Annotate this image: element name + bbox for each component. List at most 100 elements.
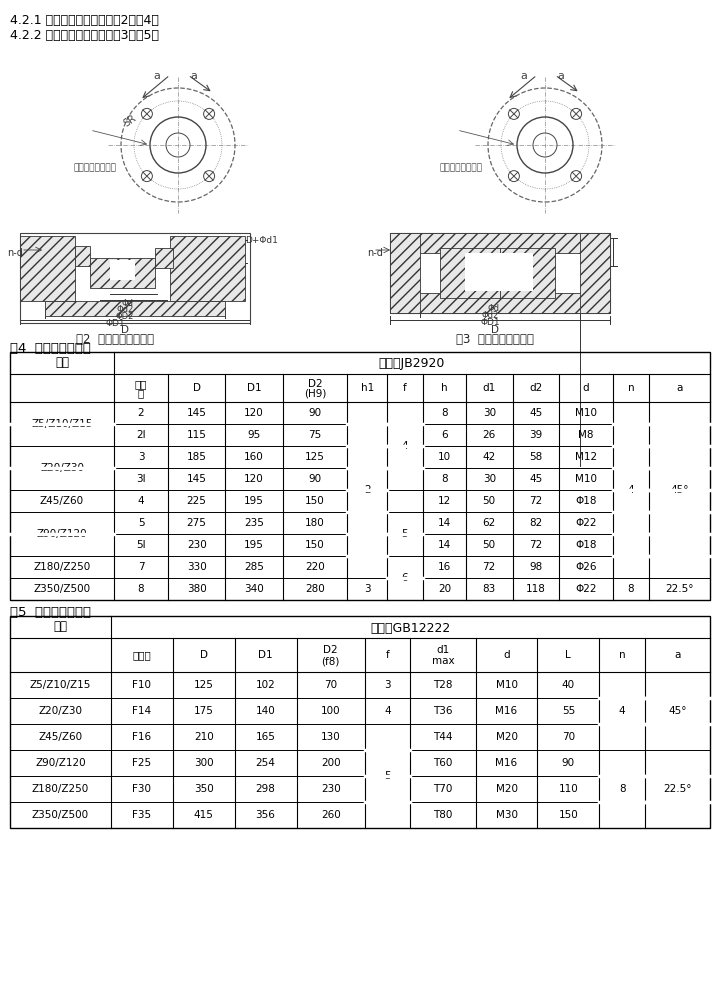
Text: F25: F25	[132, 758, 151, 768]
Text: 与阀杆轴心线平行: 与阀杆轴心线平行	[440, 163, 483, 172]
Text: 160: 160	[244, 452, 264, 462]
Text: 356: 356	[256, 810, 276, 820]
Bar	[470, 258, 528, 286]
Text: M10: M10	[575, 408, 597, 418]
Text: T60: T60	[433, 758, 453, 768]
Circle shape	[508, 109, 519, 120]
Text: d: d	[583, 383, 590, 393]
Text: M10: M10	[575, 474, 597, 484]
Text: 120: 120	[244, 408, 264, 418]
Text: 8: 8	[618, 784, 626, 794]
Bar	[500, 248, 555, 298]
Text: 2: 2	[364, 485, 371, 495]
Text: 275: 275	[186, 518, 207, 528]
Bar	[390, 233, 610, 253]
Bar	[20, 236, 75, 301]
Text: 型号: 型号	[53, 620, 68, 634]
Circle shape	[141, 171, 153, 182]
Text: 7: 7	[138, 562, 144, 572]
Text: 350: 350	[194, 784, 214, 794]
Text: 30: 30	[482, 408, 496, 418]
Text: a: a	[557, 71, 564, 81]
Bar	[170, 236, 245, 301]
Text: 8: 8	[441, 474, 448, 484]
Text: ΦD2: ΦD2	[116, 312, 134, 321]
Text: 推力型GB12222: 推力型GB12222	[370, 621, 451, 635]
Text: ΦD1: ΦD1	[480, 318, 500, 327]
Text: 225: 225	[186, 496, 207, 506]
Text: 95: 95	[248, 430, 261, 440]
Text: 45°: 45°	[668, 706, 687, 716]
Text: Z45/Z60: Z45/Z60	[38, 732, 83, 742]
Text: M12: M12	[575, 452, 597, 462]
Text: D: D	[121, 325, 129, 335]
Text: 235: 235	[244, 518, 264, 528]
Circle shape	[571, 171, 582, 182]
Text: D: D	[491, 325, 499, 335]
Text: 5I: 5I	[136, 540, 146, 550]
Text: 法兰号: 法兰号	[132, 650, 151, 660]
Text: f: f	[403, 383, 407, 393]
Text: 型号: 型号	[55, 356, 69, 370]
Text: 180: 180	[305, 518, 325, 528]
Text: T70: T70	[433, 784, 453, 794]
Text: 280: 280	[305, 584, 325, 594]
Text: d1: d1	[436, 645, 450, 655]
Text: 150: 150	[559, 810, 578, 820]
Text: Φ22: Φ22	[575, 518, 597, 528]
Text: F10: F10	[132, 680, 151, 690]
Text: n-d: n-d	[367, 248, 383, 258]
Text: 298: 298	[256, 784, 276, 794]
Text: 150: 150	[305, 540, 325, 550]
Text: Φd: Φd	[487, 304, 499, 313]
Text: 45°: 45°	[670, 485, 689, 495]
Text: Φd2: Φd2	[482, 311, 499, 320]
Text: T28: T28	[433, 680, 453, 690]
Text: a: a	[674, 650, 680, 660]
Bar	[390, 293, 610, 313]
Text: 415: 415	[194, 810, 214, 820]
Text: D+Φd1: D+Φd1	[245, 236, 278, 245]
Text: 5: 5	[402, 529, 408, 539]
Bar	[45, 301, 225, 316]
Text: 20: 20	[438, 584, 451, 594]
Bar	[390, 233, 610, 313]
Text: 6: 6	[402, 573, 408, 583]
Text: 58: 58	[529, 452, 543, 462]
Text: 6: 6	[441, 430, 448, 440]
Circle shape	[141, 109, 153, 120]
Text: 与阀杆轴心线平行: 与阀杆轴心线平行	[73, 163, 116, 172]
Text: 230: 230	[186, 540, 207, 550]
Text: M16: M16	[495, 706, 518, 716]
Text: a: a	[520, 71, 527, 81]
Text: Z350/Z500: Z350/Z500	[32, 810, 89, 820]
Text: 26: 26	[482, 430, 496, 440]
Text: 5: 5	[384, 771, 391, 781]
Text: D: D	[193, 383, 201, 393]
Text: 140: 140	[256, 706, 276, 716]
Text: 表5  推力型连接尺寸: 表5 推力型连接尺寸	[10, 606, 91, 619]
Text: Z5/Z10/Z15: Z5/Z10/Z15	[30, 680, 91, 690]
Text: 50: 50	[482, 540, 496, 550]
Text: 300: 300	[194, 758, 214, 768]
Circle shape	[204, 171, 215, 182]
Text: Z20/Z30: Z20/Z30	[38, 706, 83, 716]
Text: 5: 5	[138, 518, 144, 528]
Text: 125: 125	[305, 452, 325, 462]
Text: 55: 55	[562, 706, 575, 716]
Text: 72: 72	[529, 540, 543, 550]
Text: n: n	[628, 383, 634, 393]
Bar	[10, 616, 710, 828]
Bar	[155, 248, 173, 268]
Text: 图3  推力型连接尺寸图: 图3 推力型连接尺寸图	[456, 333, 534, 346]
Text: D: D	[199, 650, 208, 660]
Text: a: a	[676, 383, 683, 393]
Text: T44: T44	[433, 732, 453, 742]
Text: 110: 110	[559, 784, 578, 794]
Text: 90: 90	[562, 758, 575, 768]
Text: 转矩型JB2920: 转矩型JB2920	[379, 357, 445, 371]
Text: D1: D1	[258, 650, 273, 660]
Bar	[90, 258, 155, 288]
Text: 30: 30	[482, 474, 496, 484]
Circle shape	[508, 171, 519, 182]
